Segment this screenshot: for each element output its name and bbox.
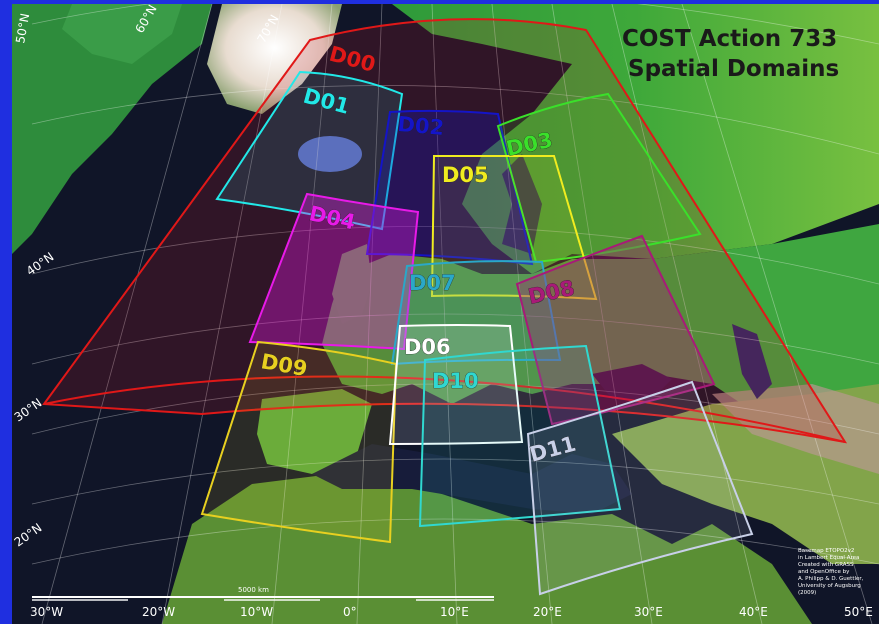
credit-line: and OpenOffice by: [798, 569, 850, 575]
land-arctic-islands: [62, 4, 182, 64]
lon-label-0: 0°: [343, 605, 357, 619]
domain-d00-outline: [43, 375, 846, 443]
land-iceland: [298, 136, 362, 172]
credit-line: Created with GRASS: [798, 562, 854, 568]
scale-bar-seg: [416, 599, 494, 601]
domain-label-d10: D10: [432, 369, 479, 393]
land-britain: [332, 244, 372, 324]
domain-d04[interactable]: [248, 192, 420, 351]
parallel-30n: [31, 383, 879, 435]
credit-line: Basemap ETOPO2v2: [798, 548, 854, 554]
meridian-40e: [611, 4, 763, 624]
lon-label-20e: 20°E: [533, 605, 562, 619]
land-iberia: [257, 389, 372, 474]
lon-label-10w: 10°W: [240, 605, 273, 619]
lon-label-10e: 10°E: [440, 605, 469, 619]
title-line-2: Spatial Domains: [628, 56, 839, 82]
domain-d09[interactable]: [200, 340, 398, 544]
lon-label-30w: 30°W: [30, 605, 63, 619]
scale-bar-seg: [224, 599, 320, 601]
credit-line: in Lambert Equal Area: [798, 555, 859, 561]
parallel-40n: [31, 226, 879, 285]
credit-line: (2009): [798, 590, 816, 596]
lon-label-30e: 30°E: [634, 605, 663, 619]
scale-bar: 5000 km: [32, 586, 494, 601]
parallel-50n: [31, 4, 879, 45]
land-north-america: [12, 4, 212, 254]
land-africa: [162, 474, 812, 624]
title-line-1: COST Action 733: [622, 26, 837, 52]
land-layer: [12, 4, 879, 624]
meridian-30e: [551, 4, 653, 624]
meridian-0: [356, 4, 383, 624]
sea-caspian: [732, 324, 772, 399]
credit-line: A. Philipp & D. Guettler,: [798, 576, 864, 582]
lon-label-20w: 20°W: [142, 605, 175, 619]
map-frame: D00 D01 D02 D03 D04 D05 D07 D08 D06 D09 …: [12, 4, 879, 624]
meridian-20e: [491, 4, 553, 624]
meridian-50e: [681, 4, 873, 624]
parallel-25n: [31, 458, 879, 505]
meridian-30w: [41, 4, 213, 624]
land-greenland: [207, 4, 342, 114]
domain-d03[interactable]: [496, 92, 702, 264]
lat-label-50n: 50°N: [13, 12, 32, 44]
credit-line: University of Augsburg: [798, 583, 861, 589]
meridian-10w: [271, 4, 333, 624]
sea-black: [592, 364, 672, 399]
domain-d01[interactable]: [215, 70, 404, 231]
scale-bar-seg: [32, 599, 128, 601]
domain-label-d02: D02: [397, 112, 446, 140]
lon-label-50e: 50°E: [844, 605, 873, 619]
credit-block: Basemap ETOPO2v2 in Lambert Equal Area C…: [798, 548, 864, 596]
parallel-20n: [31, 518, 879, 565]
domain-label-d06: D06: [404, 335, 451, 359]
graticule: [31, 4, 879, 624]
map-canvas: D00 D01 D02 D03 D04 D05 D07 D08 D06 D09 …: [12, 4, 879, 624]
domain-label-d05: D05: [442, 163, 489, 187]
map-title: COST Action 733 Spatial Domains: [622, 26, 839, 82]
scale-bar-label: 5000 km: [238, 586, 269, 594]
domain-label-d07: D07: [409, 271, 456, 295]
domain-polygons: [42, 18, 848, 596]
parallel-45n: [31, 85, 879, 155]
meridian-10e: [431, 4, 458, 624]
domain-d10[interactable]: [418, 344, 622, 528]
lon-label-40e: 40°E: [739, 605, 768, 619]
domain-d11[interactable]: [526, 380, 754, 596]
scale-bar-line: [32, 596, 494, 598]
domain-d00-area[interactable]: [42, 18, 848, 444]
parallel-35n: [31, 313, 879, 365]
land-himalaya: [712, 384, 879, 474]
